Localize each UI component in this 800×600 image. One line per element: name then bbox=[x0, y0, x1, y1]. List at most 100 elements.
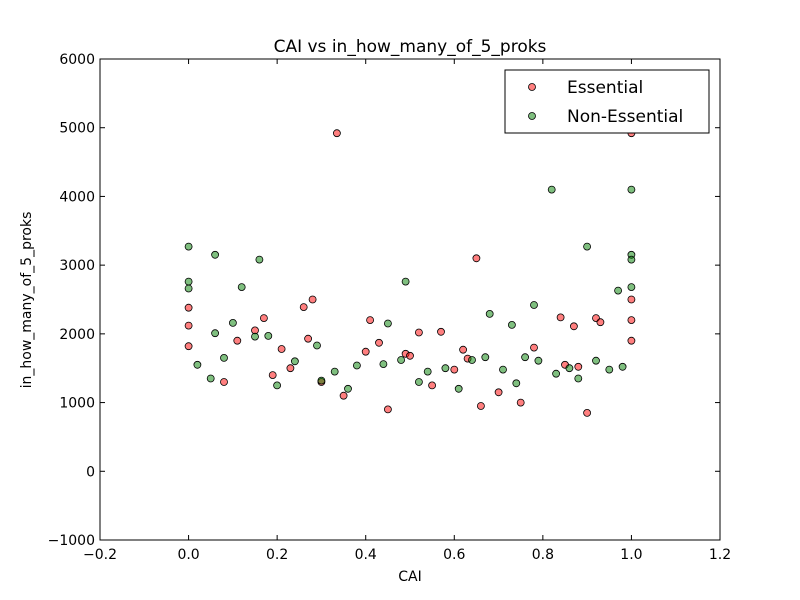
data-point bbox=[264, 331, 273, 340]
data-point bbox=[627, 316, 636, 325]
data-point bbox=[547, 185, 556, 194]
data-point bbox=[383, 405, 392, 414]
data-point bbox=[530, 301, 538, 309]
x-tick-label: 0.6 bbox=[443, 547, 465, 563]
data-point bbox=[397, 356, 406, 364]
series-essential bbox=[184, 129, 636, 417]
data-point bbox=[332, 129, 341, 138]
data-point bbox=[521, 353, 529, 362]
legend-marker-non-essential bbox=[528, 112, 536, 120]
data-point bbox=[627, 185, 636, 194]
points-layer bbox=[184, 129, 636, 417]
data-point bbox=[330, 367, 339, 376]
x-axis: −0.2 0.0 0.2 0.4 0.6 0.8 1.0 1.2 bbox=[83, 59, 731, 563]
data-point bbox=[383, 319, 392, 328]
data-point bbox=[277, 345, 286, 353]
data-point bbox=[414, 328, 423, 337]
x-tick-label: −0.2 bbox=[83, 547, 117, 563]
data-point bbox=[596, 318, 605, 327]
data-point bbox=[184, 242, 193, 251]
data-point bbox=[304, 334, 313, 343]
data-point bbox=[556, 313, 565, 322]
x-tick-label: 0.8 bbox=[532, 547, 554, 563]
data-point bbox=[406, 351, 414, 360]
data-point bbox=[481, 353, 490, 362]
data-point bbox=[574, 374, 583, 383]
data-point bbox=[308, 295, 317, 304]
data-point bbox=[401, 277, 410, 286]
data-point bbox=[228, 318, 237, 327]
data-point bbox=[441, 364, 450, 373]
series-non-essential bbox=[184, 185, 636, 393]
data-point bbox=[352, 361, 361, 370]
y-tick-label: −1000 bbox=[48, 533, 95, 549]
data-point bbox=[184, 321, 193, 330]
data-point bbox=[184, 342, 193, 351]
data-point bbox=[583, 408, 591, 417]
data-point bbox=[459, 345, 468, 354]
data-point bbox=[317, 376, 326, 385]
legend-label-non-essential: Non-Essential bbox=[567, 107, 683, 127]
data-point bbox=[211, 250, 220, 259]
data-point bbox=[627, 283, 636, 292]
data-point bbox=[255, 255, 264, 264]
data-point bbox=[530, 343, 538, 352]
legend-box bbox=[504, 69, 710, 134]
data-point bbox=[450, 365, 459, 374]
x-axis-label: CAI bbox=[398, 569, 421, 585]
plot-area-frame bbox=[99, 58, 721, 541]
data-point bbox=[614, 286, 622, 295]
data-point bbox=[220, 353, 228, 362]
data-point bbox=[494, 388, 503, 397]
data-point bbox=[259, 314, 268, 323]
legend-label-essential: Essential bbox=[567, 78, 643, 98]
data-point bbox=[627, 255, 636, 264]
data-point bbox=[273, 381, 282, 390]
data-point bbox=[476, 402, 485, 410]
data-point bbox=[286, 364, 295, 373]
data-point bbox=[534, 356, 543, 365]
data-point bbox=[220, 378, 228, 386]
legend-marker-essential bbox=[528, 83, 536, 91]
data-point bbox=[437, 327, 445, 336]
y-tick-label: 4000 bbox=[59, 189, 95, 205]
data-point bbox=[516, 398, 525, 407]
data-point bbox=[184, 303, 193, 312]
data-point bbox=[552, 369, 560, 378]
x-tick-label: 0.0 bbox=[177, 547, 199, 563]
data-point bbox=[627, 295, 636, 304]
data-point bbox=[344, 384, 352, 393]
data-point bbox=[184, 284, 193, 293]
y-axis-label: in_how_many_of_5_proks bbox=[19, 212, 35, 389]
data-point bbox=[184, 277, 193, 286]
data-point bbox=[512, 379, 521, 388]
data-point bbox=[361, 347, 370, 356]
data-point bbox=[193, 360, 202, 369]
data-point bbox=[299, 303, 308, 312]
data-point bbox=[366, 316, 375, 325]
data-point bbox=[237, 283, 246, 292]
data-point bbox=[570, 322, 578, 331]
data-point bbox=[206, 374, 215, 383]
y-tick-label: 2000 bbox=[59, 327, 95, 343]
data-point bbox=[268, 371, 277, 380]
chart-title: CAI vs in_how_many_of_5_proks bbox=[274, 37, 547, 57]
data-point bbox=[290, 357, 299, 366]
data-point bbox=[499, 365, 507, 374]
y-tick-label: 6000 bbox=[59, 52, 95, 68]
data-point bbox=[507, 320, 516, 329]
data-point bbox=[472, 254, 481, 263]
x-tick-label: 0.2 bbox=[266, 547, 288, 563]
y-tick-label: 5000 bbox=[59, 121, 95, 137]
data-point bbox=[583, 242, 591, 251]
data-point bbox=[605, 365, 614, 374]
data-point bbox=[313, 341, 321, 350]
y-tick-label: 3000 bbox=[59, 258, 95, 274]
data-point bbox=[251, 332, 259, 341]
x-tick-label: 0.4 bbox=[355, 547, 377, 563]
x-tick-label: 1.2 bbox=[709, 547, 731, 563]
data-point bbox=[423, 367, 432, 376]
data-point bbox=[627, 336, 636, 345]
data-point bbox=[211, 329, 220, 338]
